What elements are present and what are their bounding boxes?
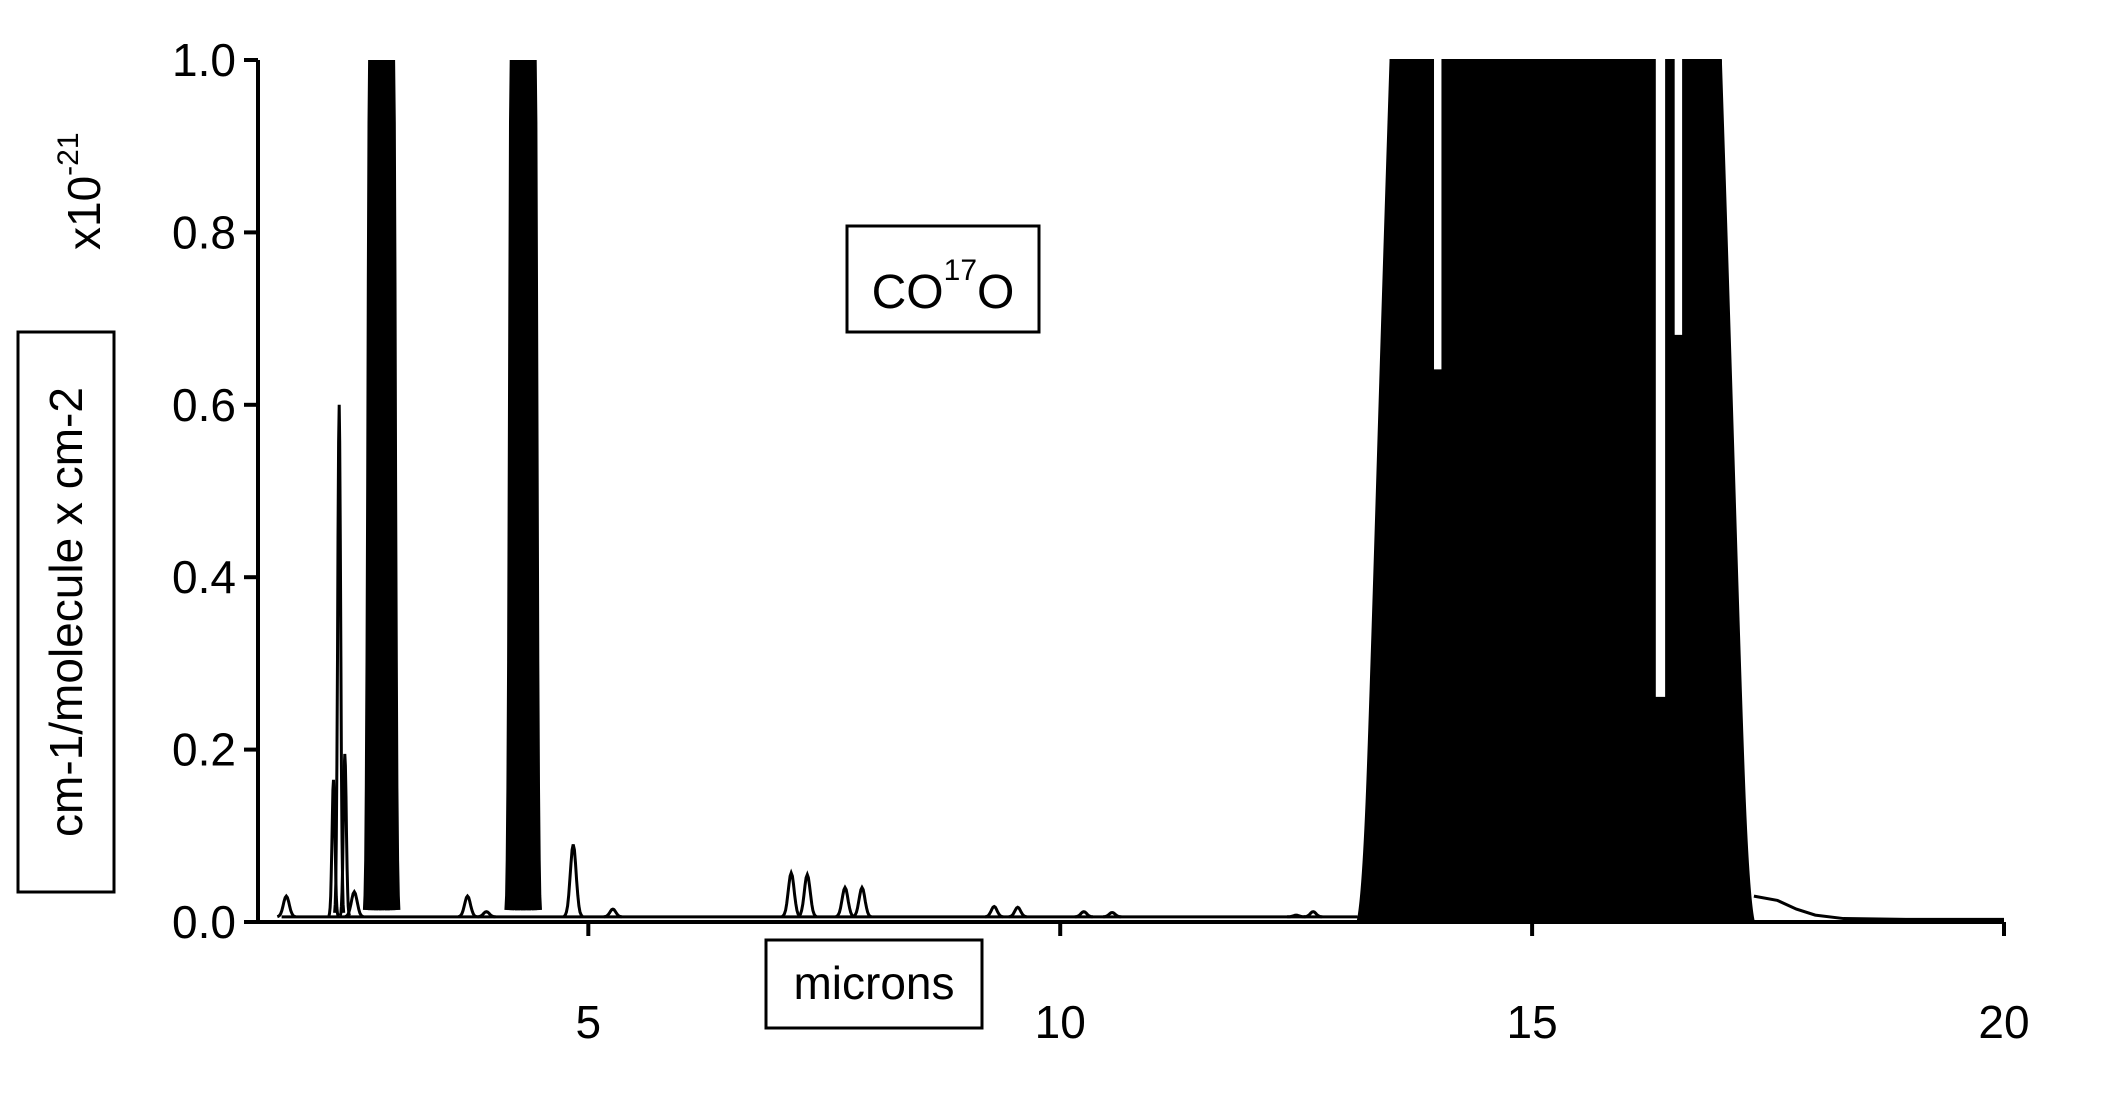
spectrum-peak [457,893,478,919]
spectrum-band-segment [1682,59,1722,923]
spectrum-peak [603,907,623,919]
spectrum-peak [1074,910,1094,919]
spectrum-band-segment [1441,59,1656,923]
y-axis-ticks: 0.0 0.2 0.4 0.6 0.8 1.0 [172,34,258,948]
spectrum-peak [1303,910,1323,919]
spectrum-band-segment [1356,59,1392,923]
y-tick-label: 0.2 [172,724,236,776]
y-tick-label: 0.8 [172,206,236,258]
spectrum-band-segment [1653,696,1668,923]
spectrum-band-segment [1672,334,1685,923]
spectrum-peak [521,59,542,911]
spectrum-peak [1008,905,1028,919]
spectrum-peak [781,868,802,918]
plot-area [276,59,2004,923]
y-tick-label: 1.0 [172,34,236,86]
spectrum-band-segment [1719,59,1756,923]
spectrum-band-segment [1432,369,1444,923]
x-tick-label: 15 [1507,996,1558,1048]
y-tick-label: 0.0 [172,896,236,948]
spectrum-band-segment [1389,59,1435,923]
spectrum-peak [1287,913,1306,919]
x-tick-label: 10 [1035,996,1086,1048]
spectrum-tail [1753,894,2004,921]
spectrum-peak [984,904,1004,919]
annotation-label: CO17O [872,254,1015,319]
x-tick-label: 5 [576,996,602,1048]
y-multiplier-label: x10-21 [52,132,110,250]
annotation-box [845,224,1041,334]
spectrum-peak [563,844,584,918]
spectrum-peak [276,893,296,919]
spectrum-peak [379,59,401,911]
spectrum-peak [852,884,872,918]
x-axis-title-box [764,938,984,1030]
spectrum-band-segment [1665,59,1675,923]
spectrum-peak [835,884,855,918]
spectrum-peak [338,753,351,916]
spectrum-peak [344,888,364,919]
spectrum-peak [1102,910,1122,919]
y-tick-label: 0.4 [172,551,236,603]
y-tick-label: 0.6 [172,379,236,431]
y-axis-title: cm-1/molecule x cm-2 [40,387,92,837]
spectrum-peak [797,870,818,918]
x-axis-ticks: 5 10 15 20 [576,922,2030,1048]
y-axis-title-box [16,330,116,894]
x-axis-title: microns [793,957,954,1009]
spectrum-peak [477,910,496,919]
x-tick-label: 20 [1978,996,2029,1048]
